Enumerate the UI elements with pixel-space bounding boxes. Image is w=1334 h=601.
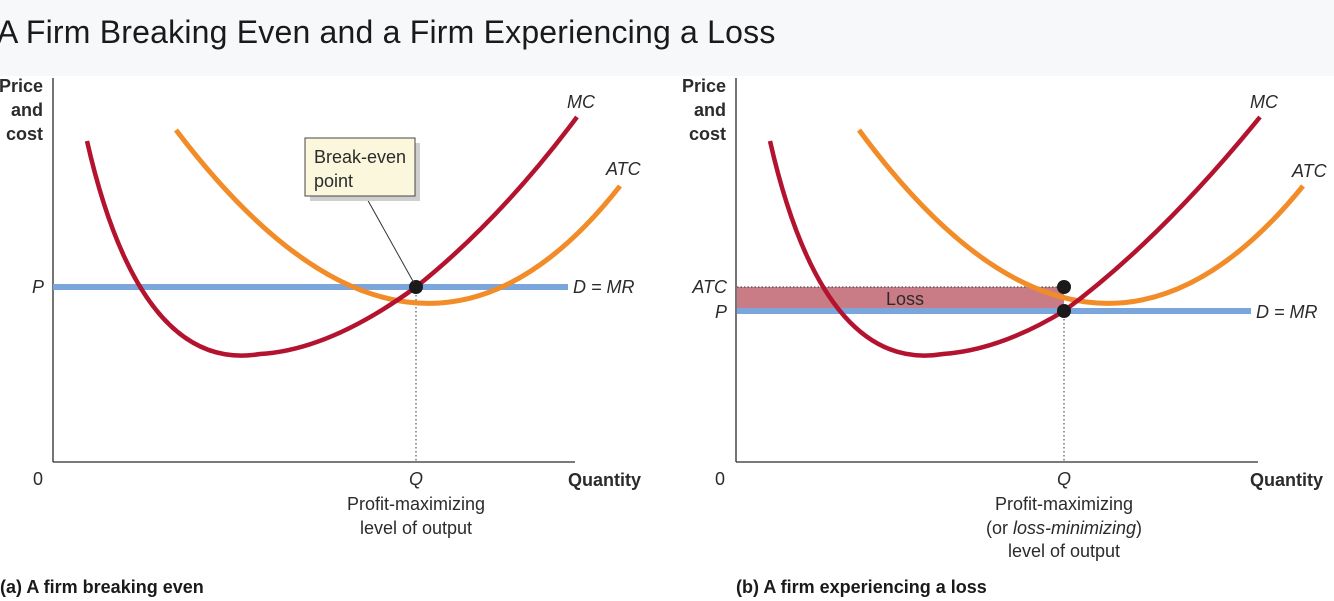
panel-b-mr-point (1057, 304, 1071, 318)
panel-b-origin: 0 (715, 469, 725, 489)
panel-a-callout-leader (365, 196, 415, 284)
panel-a-mc-curve (84, 115, 579, 358)
panel-a-q-note-2: level of output (360, 518, 472, 538)
panel-b-q-tick: Q (1057, 469, 1071, 489)
panel-b-mc-curve (767, 115, 1262, 358)
panel-b-caption: (b) A firm experiencing a loss (736, 577, 987, 597)
panel-b-demand-label: D = MR (1256, 302, 1318, 322)
panel-b-y-label-1: Price (682, 76, 726, 96)
panel-b-atc-point (1057, 280, 1071, 294)
panel-b-atc-curve (856, 128, 1305, 306)
panel-a-y-label-3: cost (6, 124, 43, 144)
page-title: A Firm Breaking Even and a Firm Experien… (0, 14, 776, 50)
panel-a-y-label-1: Price (0, 76, 43, 96)
panel-b-mc-label: MC (1250, 92, 1279, 112)
panel-b-q-note-3: level of output (1008, 541, 1120, 561)
panel-a-origin: 0 (33, 469, 43, 489)
panel-a-callout-box (304, 137, 416, 197)
panel-a-callout-line1: Break-even (314, 147, 406, 167)
panel-a-p-tick: P (32, 277, 44, 297)
panel-a-x-label: Quantity (568, 470, 641, 490)
panel-b-q-note-2: (or loss-minimizing) (986, 518, 1142, 538)
panel-a-q-tick: Q (409, 469, 423, 489)
panel-b-loss-label: Loss (886, 289, 924, 309)
panel-b: Price and cost Loss MC ATC D = MR ATC P … (682, 76, 1328, 597)
panel-a-atc-label: ATC (605, 159, 642, 179)
panel-a-demand-label: D = MR (573, 277, 635, 297)
panel-a: Price and cost Break-even point MC ATC D… (0, 76, 642, 597)
panel-b-q-note-2-suffix: ) (1136, 518, 1142, 538)
panel-a-break-even-point (409, 280, 423, 294)
panel-a-mc-label: MC (567, 92, 596, 112)
panel-b-atc-label: ATC (1291, 161, 1328, 181)
figure-canvas: Price and cost Break-even point MC ATC D… (0, 76, 1328, 597)
panel-b-y-label-2: and (694, 100, 726, 120)
panel-b-y-label-3: cost (689, 124, 726, 144)
panel-b-q-note-1: Profit-maximizing (995, 494, 1133, 514)
panel-b-q-note-2-prefix: (or (986, 518, 1013, 538)
panel-a-callout-line2: point (314, 171, 353, 191)
panel-b-atc-tick: ATC (691, 277, 728, 297)
panel-a-q-note-1: Profit-maximizing (347, 494, 485, 514)
panel-a-atc-curve (174, 128, 622, 306)
panel-a-caption: (a) A firm breaking even (0, 577, 204, 597)
panel-b-loss-area (737, 287, 1064, 311)
panel-b-p-tick: P (715, 302, 727, 322)
panel-b-x-label: Quantity (1250, 470, 1323, 490)
panel-b-q-note-2-italic: loss-minimizing (1013, 518, 1136, 538)
figure: Price and cost Break-even point MC ATC D… (0, 76, 1334, 601)
panel-a-y-label-2: and (11, 100, 43, 120)
